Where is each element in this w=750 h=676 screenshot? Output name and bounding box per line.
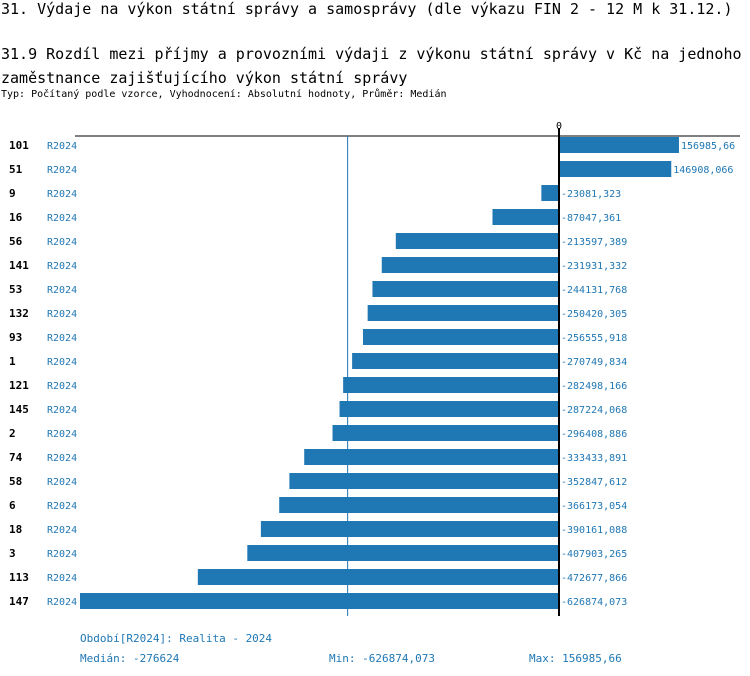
value-label: -366173,054 — [561, 501, 627, 512]
period-label: R2024 — [47, 285, 77, 296]
period-label: R2024 — [47, 381, 77, 392]
category-label: 74 — [9, 451, 23, 464]
value-label: -244131,768 — [561, 285, 627, 296]
category-label: 16 — [9, 211, 23, 224]
bar — [247, 545, 560, 561]
value-label: -407903,265 — [561, 549, 627, 560]
category-label: 18 — [9, 523, 22, 536]
category-label: 56 — [9, 235, 23, 248]
bar — [260, 521, 559, 537]
period-label: R2024 — [47, 333, 77, 344]
value-label: -250420,305 — [561, 309, 627, 320]
bar — [343, 377, 559, 393]
category-label: 2 — [9, 427, 16, 440]
bar — [304, 449, 559, 465]
value-label: 156985,66 — [681, 141, 735, 152]
bar — [352, 353, 559, 369]
median-stat: Medián: -276624 — [80, 652, 180, 665]
value-label: -213597,389 — [561, 237, 627, 248]
value-label: -287224,068 — [561, 405, 627, 416]
bar — [339, 401, 559, 417]
value-label: -626874,073 — [561, 597, 627, 608]
value-label: -231931,332 — [561, 261, 627, 272]
period-label: R2024 — [47, 189, 77, 200]
max-stat: Max: 156985,66 — [529, 652, 622, 665]
bar — [197, 569, 559, 585]
category-label: 132 — [9, 307, 29, 320]
page-title: 31. Výdaje na výkon státní správy a samo… — [1, 0, 733, 18]
category-label: 51 — [9, 163, 23, 176]
bar — [395, 233, 559, 249]
period-label: R2024 — [47, 573, 77, 584]
value-label: 146908,066 — [673, 165, 733, 176]
bar — [279, 497, 559, 513]
period-label: R2024 — [47, 237, 77, 248]
category-label: 101 — [9, 139, 29, 152]
bar — [289, 473, 559, 489]
category-label: 145 — [9, 403, 29, 416]
bar — [381, 257, 559, 273]
value-label: -390161,088 — [561, 525, 627, 536]
period-label: R2024 — [47, 213, 77, 224]
bar — [559, 161, 672, 177]
value-label: -333433,891 — [561, 453, 627, 464]
min-stat: Min: -626874,073 — [329, 652, 435, 665]
period-label: R2024 — [47, 141, 77, 152]
value-label: -270749,834 — [561, 357, 627, 368]
category-label: 121 — [9, 379, 29, 392]
bar — [362, 329, 559, 345]
bar — [367, 305, 559, 321]
value-label: -352847,612 — [561, 477, 627, 488]
category-label: 3 — [9, 547, 16, 560]
category-label: 147 — [9, 595, 29, 608]
period-label: R2024 — [47, 453, 77, 464]
period-label: R2024 — [47, 501, 77, 512]
category-label: 93 — [9, 331, 22, 344]
category-label: 113 — [9, 571, 29, 584]
period-note: Období[R2024]: Realita - 2024 — [80, 632, 273, 645]
period-label: R2024 — [47, 525, 77, 536]
period-label: R2024 — [47, 597, 77, 608]
bar — [332, 425, 559, 441]
bar — [541, 185, 559, 201]
period-label: R2024 — [47, 549, 77, 560]
period-label: R2024 — [47, 165, 77, 176]
period-label: R2024 — [47, 405, 77, 416]
value-label: -87047,361 — [561, 213, 621, 224]
value-label: -472677,866 — [561, 573, 627, 584]
category-label: 1 — [9, 355, 16, 368]
value-label: -23081,323 — [561, 189, 621, 200]
period-label: R2024 — [47, 261, 77, 272]
value-label: -256555,918 — [561, 333, 627, 344]
chart-info: Typ: Počítaný podle vzorce, Vyhodnocení:… — [1, 89, 447, 100]
bar — [492, 209, 559, 225]
category-label: 9 — [9, 187, 16, 200]
period-label: R2024 — [47, 477, 77, 488]
zero-tick-label: 0 — [556, 121, 562, 132]
chart-title: 31.9 Rozdíl mezi příjmy a provozními výd… — [1, 45, 742, 87]
period-label: R2024 — [47, 429, 77, 440]
category-label: 53 — [9, 283, 22, 296]
period-label: R2024 — [47, 357, 77, 368]
bar — [80, 593, 559, 609]
value-label: -282498,166 — [561, 381, 627, 392]
category-label: 141 — [9, 259, 29, 272]
bar — [559, 137, 679, 153]
bar — [372, 281, 559, 297]
category-label: 6 — [9, 499, 16, 512]
category-label: 58 — [9, 475, 22, 488]
value-label: -296408,886 — [561, 429, 627, 440]
period-label: R2024 — [47, 309, 77, 320]
